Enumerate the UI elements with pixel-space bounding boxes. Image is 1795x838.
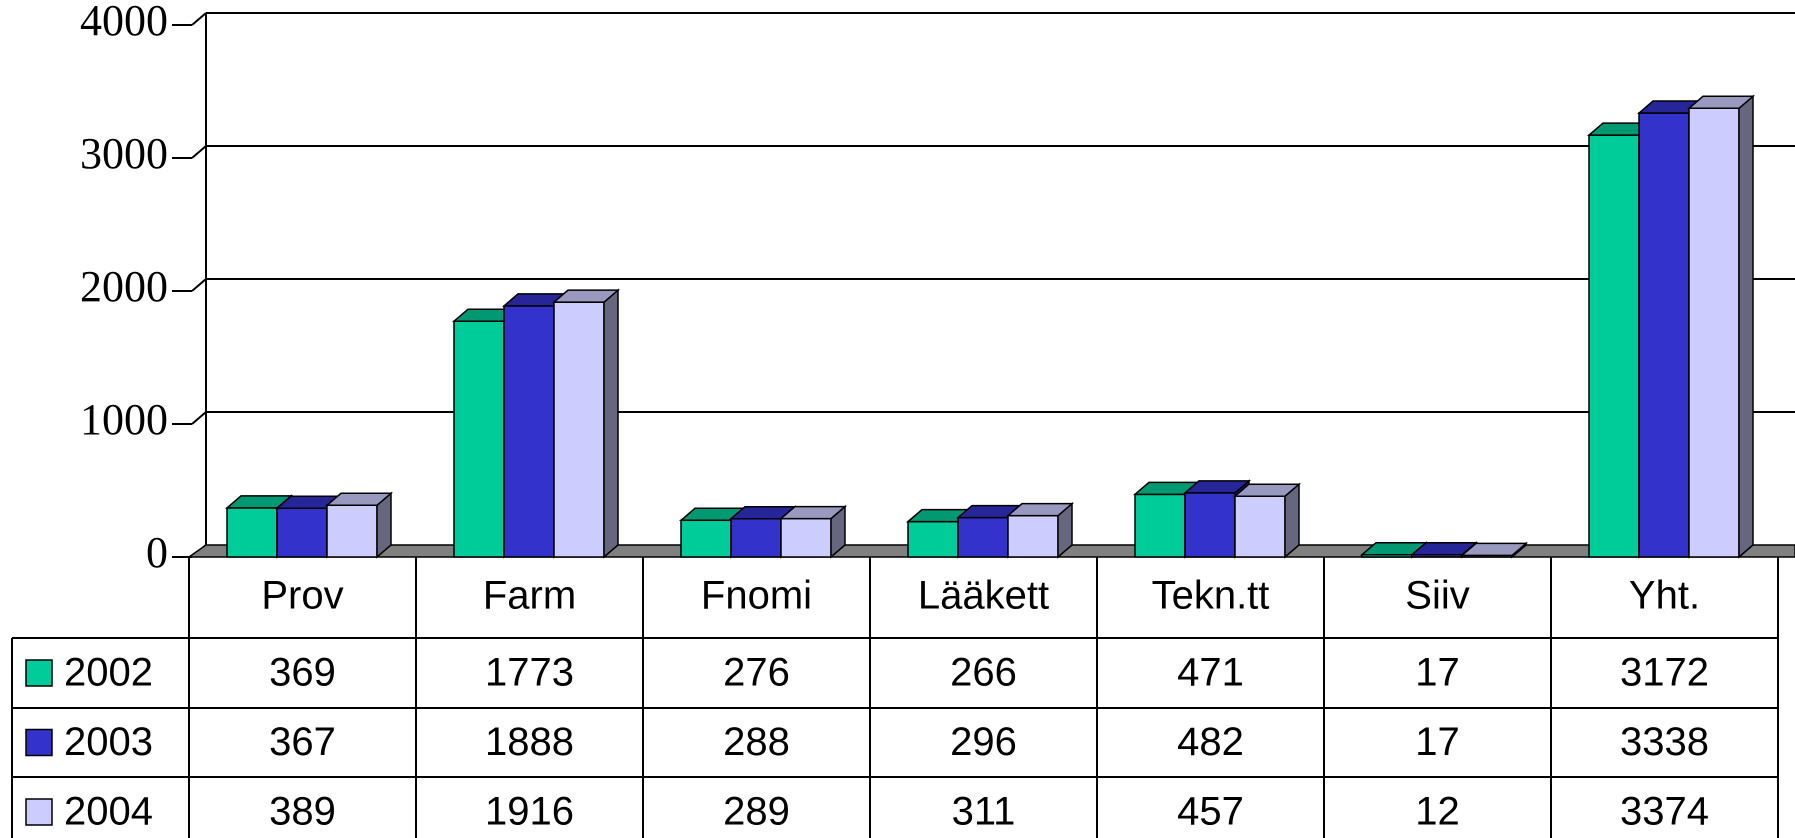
bar — [730, 517, 782, 558]
table-value: 1773 — [485, 651, 574, 695]
bar-top-shade — [908, 509, 972, 522]
bar — [553, 301, 605, 558]
bar — [453, 320, 505, 558]
table-value: 471 — [1177, 651, 1244, 695]
bar-side-shade — [377, 493, 391, 557]
bar-top-shade — [1462, 543, 1526, 556]
bar-top — [1005, 502, 1075, 517]
table-value: 1916 — [485, 790, 574, 834]
bar-top-shade — [731, 506, 795, 519]
bar-top-shade — [958, 505, 1022, 518]
bar-side-shade — [1285, 484, 1299, 557]
bar-top-shade — [227, 495, 291, 508]
bar-top — [1182, 480, 1252, 494]
bar-top-shade — [504, 293, 568, 306]
tick-mark — [191, 145, 207, 159]
table-value: 3338 — [1620, 720, 1709, 764]
bar — [780, 517, 832, 558]
y-tick-label: 3000 — [80, 129, 168, 178]
table-value: 276 — [723, 651, 790, 695]
bar — [1588, 134, 1640, 558]
bar-top-shade — [1008, 503, 1072, 516]
bar-top-shade — [1185, 480, 1249, 493]
bar-top — [551, 289, 621, 303]
bar — [907, 520, 959, 558]
bar-top — [1232, 483, 1302, 497]
bar — [326, 504, 378, 558]
bar — [957, 516, 1009, 558]
table-value: 289 — [723, 790, 790, 834]
table-value: 3172 — [1620, 651, 1709, 695]
y-tick-label: 1000 — [80, 395, 168, 444]
table-value: 17 — [1415, 720, 1460, 764]
x-tick-label: Yht. — [1629, 574, 1700, 618]
bar-top — [1459, 542, 1529, 557]
bar-top-shade — [1689, 96, 1753, 109]
table-value: 3374 — [1620, 790, 1709, 834]
bar — [276, 507, 328, 558]
legend-key — [25, 728, 53, 757]
bar-side-shade — [1058, 503, 1072, 557]
table-value: 12 — [1415, 790, 1460, 834]
table-value: 266 — [950, 651, 1017, 695]
bar-top-shade — [1412, 542, 1476, 555]
bar-top-shade — [681, 508, 745, 521]
bar-side-shade — [1739, 96, 1753, 558]
legend-label: 2004 — [64, 790, 153, 834]
x-tick-label: Farm — [483, 574, 576, 618]
x-tick-label: Lääkett — [918, 574, 1049, 618]
bar — [503, 305, 555, 558]
bar — [1688, 107, 1740, 558]
bar — [1134, 493, 1186, 558]
bar-top-shade — [1362, 542, 1426, 555]
bar-side-shade — [604, 290, 618, 557]
table-value: 311 — [952, 790, 1016, 834]
bar-top-shade — [781, 506, 845, 519]
bar — [680, 519, 732, 558]
bar-top-shade — [1135, 482, 1199, 495]
x-tick-label: Prov — [261, 574, 343, 618]
bar-top-shade — [277, 496, 341, 509]
bar-top — [324, 492, 394, 507]
table-value: 457 — [1177, 790, 1244, 834]
table-value: 367 — [269, 720, 336, 764]
table-value: 389 — [269, 790, 336, 834]
tick-mark — [191, 12, 207, 26]
y-tick-label: 0 — [146, 528, 168, 577]
x-tick-label: Fnomi — [701, 574, 812, 618]
bar-top — [778, 505, 848, 520]
legend-label: 2003 — [64, 720, 153, 764]
x-tick-label: Siiv — [1405, 574, 1469, 618]
bar-top-shade — [327, 493, 391, 506]
bar-top-shade — [454, 309, 518, 322]
table-value: 369 — [269, 651, 336, 695]
y-tick-label: 4000 — [80, 0, 168, 45]
bar-top — [1686, 95, 1756, 110]
y-tick-label: 2000 — [80, 262, 168, 311]
table-value: 17 — [1415, 651, 1460, 695]
bar — [1007, 514, 1059, 558]
bar — [1184, 492, 1236, 558]
legend-label: 2002 — [64, 651, 153, 695]
table-value: 288 — [723, 720, 790, 764]
table-value: 1888 — [485, 720, 574, 764]
bar-top-shade — [1235, 484, 1299, 497]
x-tick-label: Tekn.tt — [1152, 574, 1270, 618]
legend-key — [25, 798, 53, 826]
bar — [1234, 495, 1286, 558]
bar-side-shade — [831, 506, 845, 557]
legend-key — [25, 659, 53, 687]
bar — [1638, 112, 1690, 558]
tick-mark — [191, 278, 207, 292]
bar-top-shade — [1639, 101, 1703, 114]
bar — [226, 507, 278, 558]
table-value: 482 — [1177, 720, 1244, 764]
tick-mark — [191, 411, 207, 425]
table-value: 296 — [950, 720, 1017, 764]
bar-top-shade — [554, 290, 618, 303]
bar-top-shade — [1589, 123, 1653, 136]
